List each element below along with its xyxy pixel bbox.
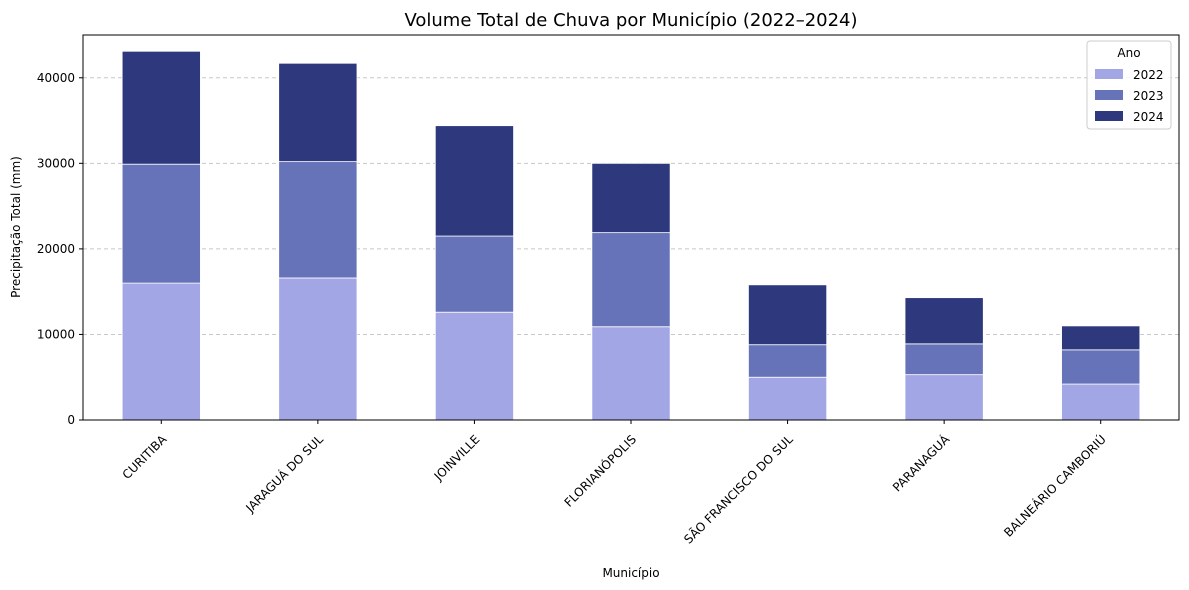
bar-segment <box>904 297 984 345</box>
bar-segment <box>1061 349 1141 385</box>
chart-title: Volume Total de Chuva por Município (202… <box>404 10 857 31</box>
y-tick-label: 10000 <box>37 327 75 341</box>
legend-swatch <box>1095 111 1123 121</box>
bar-segment <box>278 161 358 279</box>
y-axis-label: Precipitação Total (mm) <box>9 156 23 298</box>
legend-title: Ano <box>1117 46 1140 60</box>
bar-segment <box>278 62 358 163</box>
x-axis-label: Município <box>602 566 659 580</box>
legend-box <box>1086 40 1172 130</box>
legend-label: 2022 <box>1133 68 1164 82</box>
bar-segment <box>121 163 201 284</box>
x-tick-label: JOINVILLE <box>431 432 483 484</box>
bar-segment <box>904 343 984 376</box>
bar-segment <box>434 235 514 313</box>
legend: Ano 2022 2023 2024 <box>1086 40 1172 130</box>
y-tick-label: 40000 <box>37 71 75 85</box>
bar-segment <box>748 344 828 378</box>
y-tick-label: 20000 <box>37 242 75 256</box>
y-tick-label: 0 <box>67 413 75 427</box>
bar-segment <box>591 162 671 234</box>
bar-segment <box>121 282 201 421</box>
x-tick-label: FLORIANÓPOLIS <box>561 432 639 510</box>
bar-segment <box>904 374 984 421</box>
bar-segment <box>434 125 514 237</box>
bar-segment <box>591 326 671 421</box>
legend-label: 2024 <box>1133 110 1164 124</box>
x-tick-label: SÃO FRANCISCO DO SUL <box>681 431 796 546</box>
x-tick-label: PARANAGUÁ <box>889 431 952 494</box>
legend-swatch <box>1095 90 1123 100</box>
bars <box>121 50 1141 421</box>
bar-segment <box>748 284 828 346</box>
x-tick-label: CURITIBA <box>120 432 170 482</box>
x-tick-label: JARAGUÁ DO SUL <box>242 431 326 515</box>
bar-segment <box>1061 325 1141 351</box>
bar-segment <box>591 232 671 328</box>
bar-segment <box>748 376 828 421</box>
y-tick-label: 30000 <box>37 156 75 170</box>
bar-segment <box>434 311 514 421</box>
bar-segment <box>278 277 358 421</box>
bar-segment <box>121 50 201 165</box>
bar-segment <box>1061 383 1141 421</box>
x-tick-label: BALNEÁRIO CAMBORIÚ <box>1001 432 1109 540</box>
legend-swatch <box>1095 69 1123 79</box>
legend-label: 2023 <box>1133 89 1164 103</box>
